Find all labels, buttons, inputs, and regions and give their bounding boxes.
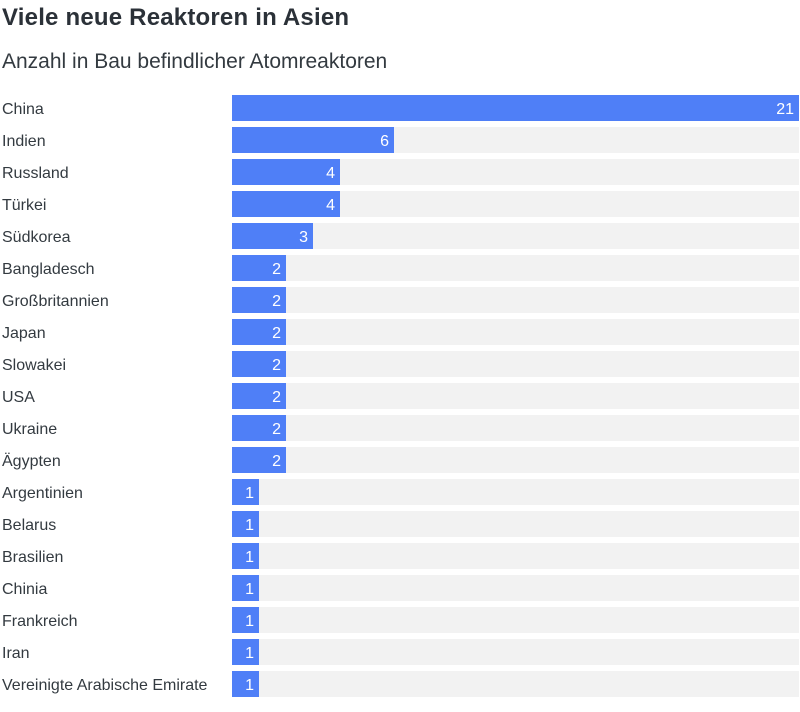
bar [232,671,259,697]
category-label: Iran [2,645,30,662]
category-label: Argentinien [2,485,83,502]
value-label: 6 [380,133,389,150]
value-label: 2 [272,453,281,470]
category-label: China [2,101,44,118]
bar [232,127,394,153]
chart-title: Viele neue Reaktoren in Asien [2,4,350,31]
bar-row: Großbritannien 2 [2,287,799,313]
category-label: Frankreich [2,613,78,630]
bar [232,511,259,537]
bar-row: Türkei 4 [2,191,799,217]
bar-track [232,607,799,633]
category-label: Japan [2,325,46,342]
category-label: Vereinigte Arabische Emirate [2,677,208,694]
value-label: 1 [245,485,254,502]
value-label: 2 [272,421,281,438]
bar-row: Japan 2 [2,319,799,345]
bar [232,223,313,249]
value-label: 1 [245,517,254,534]
bar-track [232,415,799,441]
value-label: 1 [245,613,254,630]
bar-row: Frankreich 1 [2,607,799,633]
bar-row: China 21 [2,95,799,121]
category-label: USA [2,389,35,406]
bar-row: Südkorea 3 [2,223,799,249]
bar [232,543,259,569]
bar-row: Vereinigte Arabische Emirate 1 [2,671,799,697]
bar [232,287,286,313]
category-label: Russland [2,165,69,182]
category-label: Großbritannien [2,293,109,310]
bar-row: Chinia 1 [2,575,799,601]
category-label: Belarus [2,517,56,534]
bar-row: Indien 6 [2,127,799,153]
bar-track [232,287,799,313]
value-label: 2 [272,325,281,342]
bar [232,95,799,121]
category-label: Chinia [2,581,47,598]
category-label: Türkei [2,197,46,214]
bar-track [232,575,799,601]
bar [232,639,259,665]
value-label: 2 [272,261,281,278]
bar [232,415,286,441]
chart-subtitle: Anzahl in Bau befindlicher Atomreaktoren [2,50,388,73]
category-label: Südkorea [2,229,71,246]
bar-row: Slowakei 2 [2,351,799,377]
bar-row: Iran 1 [2,639,799,665]
category-label: Bangladesch [2,261,95,278]
bar-track [232,447,799,473]
category-label: Indien [2,133,46,150]
bar [232,351,286,377]
value-label: 4 [326,197,335,214]
value-label: 2 [272,357,281,374]
bar-row: Brasilien 1 [2,543,799,569]
bar-track [232,223,799,249]
category-label: Ukraine [2,421,57,438]
bar-track [232,319,799,345]
bar [232,255,286,281]
value-label: 1 [245,677,254,694]
value-label: 3 [299,229,308,246]
bar-track [232,671,799,697]
bar-track [232,511,799,537]
bar [232,447,286,473]
bar [232,159,340,185]
bar [232,479,259,505]
value-label: 1 [245,645,254,662]
value-label: 4 [326,165,335,182]
value-label: 1 [245,581,254,598]
bar-row: Bangladesch 2 [2,255,799,281]
bar-track [232,479,799,505]
bar-row: USA 2 [2,383,799,409]
bar-track [232,543,799,569]
bar-track [232,255,799,281]
value-label: 2 [272,389,281,406]
bar [232,575,259,601]
bar-row: Russland 4 [2,159,799,185]
bar [232,607,259,633]
bar [232,383,286,409]
bar-track [232,383,799,409]
bar-row: Belarus 1 [2,511,799,537]
category-label: Brasilien [2,549,63,566]
bar-track [232,351,799,377]
category-label: Ägypten [2,452,61,470]
value-label: 21 [776,101,794,118]
value-label: 2 [272,293,281,310]
value-label: 1 [245,549,254,566]
bar-track [232,639,799,665]
bar-row: Ukraine 2 [2,415,799,441]
bar [232,319,286,345]
bar-row: Ägypten 2 [2,447,799,473]
bar [232,191,340,217]
category-label: Slowakei [2,357,66,374]
bar-row: Argentinien 1 [2,479,799,505]
